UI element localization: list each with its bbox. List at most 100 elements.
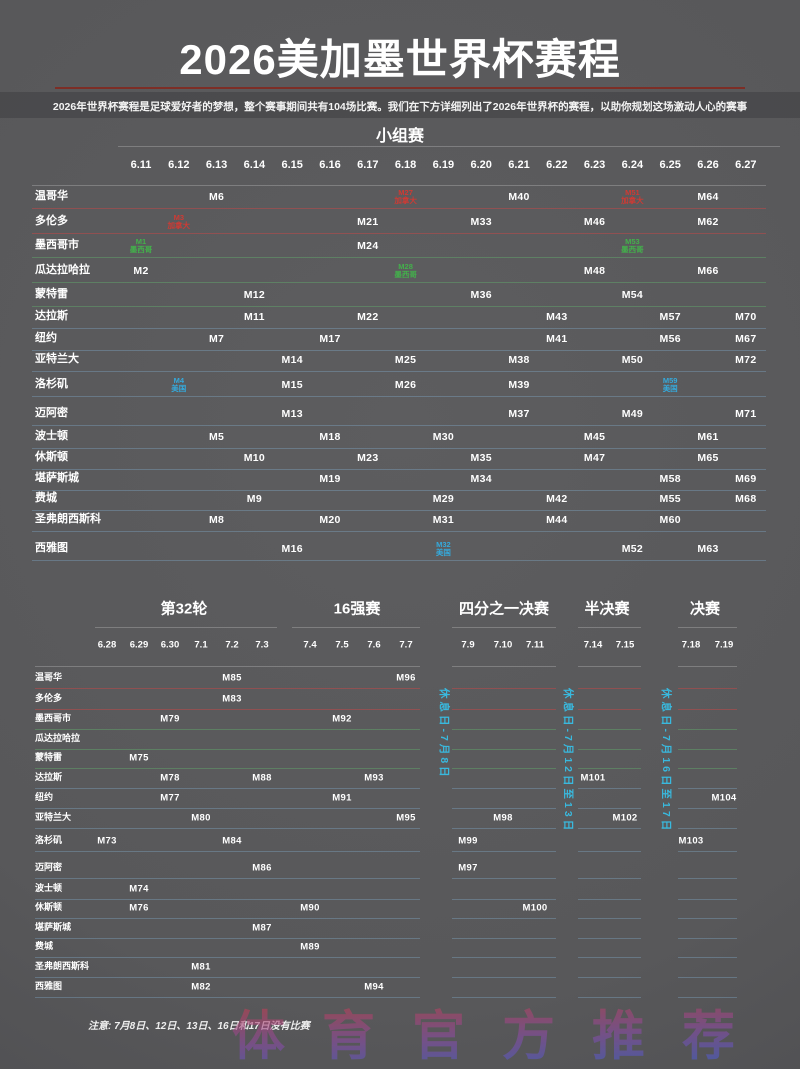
knockout-date-label: 6.29	[129, 639, 149, 651]
row-separator	[32, 350, 766, 351]
match-label: M57	[659, 311, 681, 323]
row-separator	[578, 918, 641, 919]
city-label: 墨西哥市	[35, 239, 79, 251]
match-label: M88	[252, 772, 272, 784]
knockout-grid-top-rule	[452, 666, 556, 667]
host-match-highlight: M1 墨西哥	[130, 238, 153, 254]
row-separator	[678, 788, 737, 789]
row-separator	[578, 729, 641, 730]
row-separator	[35, 729, 420, 730]
match-label: M63	[697, 543, 719, 555]
match-label: M44	[546, 514, 568, 526]
match-label: M41	[546, 333, 568, 345]
match-label: M77	[160, 792, 180, 804]
match-label: M38	[508, 354, 530, 366]
match-label: M82	[191, 981, 211, 993]
row-separator	[35, 899, 420, 900]
subtitle-band	[0, 92, 800, 118]
match-label: M23	[357, 452, 379, 464]
match-label: M29	[432, 493, 455, 505]
match-label: M8	[209, 514, 225, 526]
match-label: M13	[281, 408, 303, 420]
row-separator	[578, 878, 641, 879]
match-label: M5	[209, 431, 225, 443]
row-separator	[452, 957, 556, 958]
knockout-section-title: 第32轮	[160, 600, 208, 618]
match-label: M46	[583, 216, 606, 228]
knockout-date-label: 7.11	[526, 639, 544, 651]
row-separator	[32, 328, 766, 329]
match-label: M34	[470, 473, 492, 485]
match-label: M90	[300, 902, 320, 914]
row-separator	[452, 828, 556, 829]
row-separator	[578, 899, 641, 900]
row-separator	[35, 709, 420, 710]
host-match-number: M59	[662, 376, 678, 385]
host-match-highlight: M53 墨西哥	[621, 238, 644, 254]
row-separator	[678, 977, 737, 978]
host-match-number: M3	[173, 213, 184, 222]
group-date-label: 6.11	[130, 159, 152, 171]
match-label: M6	[209, 191, 225, 203]
group-date-label: 6.18	[394, 159, 417, 171]
match-label: M22	[357, 311, 379, 323]
city-label: 迈阿密	[35, 862, 63, 872]
city-label: 西雅图	[35, 542, 68, 554]
match-label: M99	[458, 835, 478, 847]
rest-day-label: 休息日-7月12日至13日	[562, 688, 574, 834]
host-country-label: 加拿大	[621, 196, 644, 205]
knockout-date-label: 7.9	[461, 639, 475, 651]
host-country-label: 美国	[435, 548, 451, 557]
knockout-date-label: 7.3	[255, 639, 269, 651]
match-label: M12	[243, 289, 266, 301]
match-label: M58	[659, 473, 681, 485]
match-label: M104	[711, 792, 737, 804]
match-label: M24	[357, 240, 379, 252]
host-match-highlight: M51 加拿大	[621, 189, 644, 205]
match-label: M96	[396, 672, 416, 684]
row-separator	[578, 808, 641, 809]
row-separator	[578, 688, 641, 689]
match-label: M36	[470, 289, 492, 301]
match-label: M47	[583, 452, 606, 464]
match-label: M48	[583, 265, 606, 277]
row-separator	[678, 828, 737, 829]
host-match-number: M53	[625, 237, 640, 246]
host-country-label: 墨西哥	[129, 245, 153, 254]
row-separator	[678, 768, 737, 769]
city-label: 瓜达拉哈拉	[35, 264, 90, 276]
row-separator	[578, 749, 641, 750]
row-separator	[35, 977, 420, 978]
row-separator	[32, 469, 766, 470]
row-separator	[678, 729, 737, 730]
section-title-rule	[578, 627, 641, 628]
match-label: M25	[394, 354, 417, 366]
row-separator	[678, 938, 737, 939]
city-label: 多伦多	[35, 693, 63, 703]
knockout-date-label: 7.6	[367, 639, 381, 651]
row-separator	[35, 688, 420, 689]
row-separator	[678, 749, 737, 750]
row-separator	[32, 371, 766, 372]
host-country-label: 加拿大	[394, 196, 417, 205]
row-separator	[452, 768, 556, 769]
row-separator	[32, 425, 766, 426]
city-label: 圣弗朗西斯科	[35, 513, 101, 525]
match-label: M33	[470, 216, 492, 228]
group-date-label: 6.26	[697, 159, 719, 171]
match-label: M81	[191, 961, 211, 973]
city-label: 温哥华	[35, 190, 68, 202]
knockout-date-label: 7.18	[681, 639, 701, 651]
match-label: M26	[394, 379, 417, 391]
row-separator	[452, 997, 556, 998]
match-label: M7	[209, 333, 225, 345]
group-date-label: 6.13	[205, 159, 228, 171]
match-label: M17	[319, 333, 341, 345]
page-title: 2026美加墨世界杯赛程	[179, 36, 621, 83]
row-separator	[32, 306, 766, 307]
city-label: 纽约	[35, 332, 57, 344]
match-label: M84	[222, 835, 242, 847]
knockout-section-title: 16强赛	[333, 600, 381, 618]
match-label: M9	[246, 493, 262, 505]
